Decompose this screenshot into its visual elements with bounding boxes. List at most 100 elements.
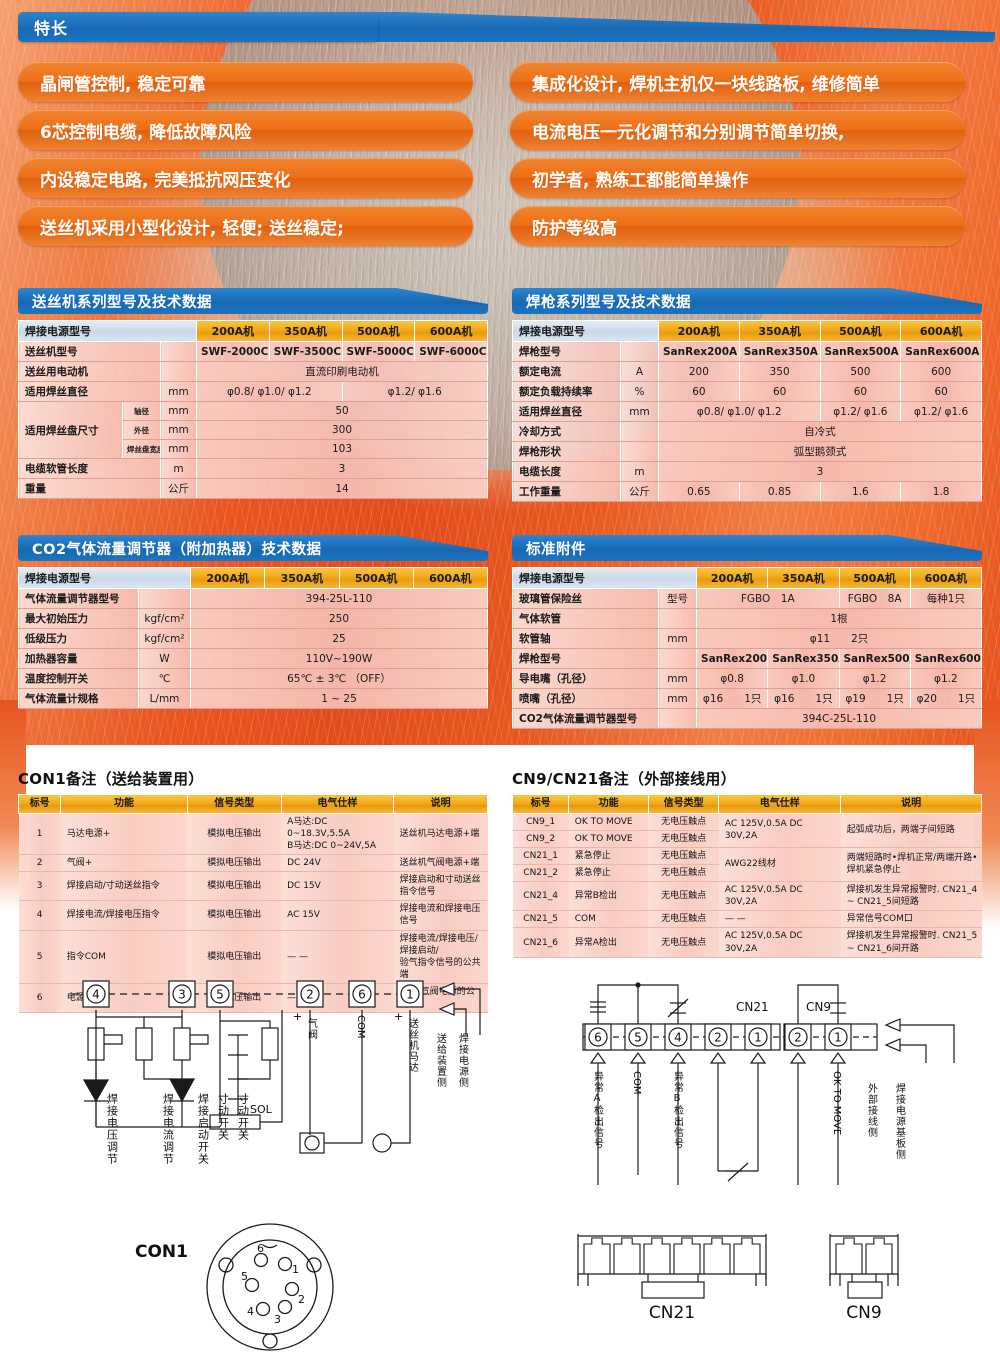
- row-unit: 公斤: [159, 478, 198, 499]
- table-row: 适用焊丝直径 mm φ0.8/ φ1.0/ φ1.2 φ1.2/ φ1.6: [18, 381, 488, 402]
- row-unit: mm: [657, 668, 698, 689]
- con1-wiring-diagram: 4 3 5 2 6 1: [10, 975, 490, 1355]
- row-label: 软管轴: [512, 628, 659, 649]
- remark-function: OK TO MOVE: [568, 829, 649, 848]
- remark-no: 6: [18, 983, 61, 1014]
- row-value-merged: 自冷式: [658, 421, 982, 442]
- table-row: 电缆软管长度 m 3: [18, 458, 488, 479]
- cn-remark-title: CN9/CN21备注（外部接线用）: [512, 770, 737, 788]
- plus-sign-gas: +: [293, 1010, 303, 1023]
- feature-list-left: 晶闸管控制, 稳定可靠 6芯控制电缆, 降低故障风险 内设稳定电路, 完美抵抗网压变…: [18, 62, 473, 254]
- row-unit: kgf/cm²: [138, 608, 191, 629]
- row-value: 1.6: [819, 481, 902, 502]
- row-value: φ16 1只: [767, 688, 840, 709]
- feature-item-right-4: 防护等级高: [510, 206, 965, 246]
- label-weld-start-switch: 焊接启动开关: [196, 1093, 210, 1165]
- svg-text:CN9: CN9: [846, 1303, 881, 1323]
- remark-header-2: 功能: [568, 794, 649, 814]
- remark-spec: A马达:DC 0~18.3V,5.5A B马达:DC 0~24V,5A: [281, 812, 394, 855]
- row-unit: m: [620, 461, 659, 482]
- row-value: 500: [819, 361, 902, 382]
- label-inch-switch-2: 寸动开关: [236, 1093, 250, 1141]
- remark-no: CN21_6: [512, 927, 569, 958]
- label-ok-to-move: OK TO MOVE: [831, 1071, 842, 1136]
- accessory-spec-title: 标准附件: [526, 541, 586, 558]
- row-value: 每种1只: [909, 588, 983, 609]
- remark-description: 起弧成功后，两端子间短路: [840, 812, 982, 848]
- svg-text:4: 4: [674, 1031, 682, 1045]
- co2-spec-block: CO2气体流量调节器（附加热器）技术数据 焊接电源型号 200A机 350A机 500…: [18, 535, 489, 709]
- remark-function: 异常B检出: [568, 881, 649, 912]
- remark-no: CN9_2: [512, 829, 569, 848]
- cn9-connector-svg: CN9: [829, 1234, 899, 1323]
- svg-text:2: 2: [794, 1031, 802, 1045]
- row-value: SanRex500A: [838, 648, 911, 669]
- row-unit: mm: [159, 381, 198, 402]
- table-row: 焊枪型号 SanRex200ASanRex350ASanRex500ASanRex…: [512, 648, 983, 669]
- row-label: 气体流量调节器型号: [18, 588, 139, 609]
- remark-signal-type: 无电压触点: [648, 927, 719, 958]
- row-value: φ1.2: [838, 668, 911, 689]
- accessory-spec-block: 标准附件 焊接电源型号 200A机 350A机 500A机 600A机 玻璃管保险丝 型号 F…: [511, 535, 983, 729]
- svg-text:1: 1: [406, 988, 414, 1002]
- feeder-spec-title: 送丝机系列型号及技术数据: [32, 294, 212, 311]
- accessory-spec-title-bar: 标准附件: [512, 535, 982, 561]
- remark-description: 送丝机气阀电源+端: [393, 853, 488, 873]
- row-value: SanRex500A: [819, 341, 902, 362]
- header-machine-1: 200A机: [658, 320, 740, 342]
- header-machine-2: 350A机: [738, 320, 821, 342]
- remark-function: 电源COM: [60, 983, 188, 1014]
- header-power-model: 焊接电源型号: [17, 320, 198, 342]
- remark-description: 送丝机马达电源+端: [393, 812, 488, 855]
- row-value-merged: 14: [196, 478, 488, 499]
- table-row: 送丝用电动机 直流印刷电动机: [18, 361, 488, 382]
- svg-text:5: 5: [216, 988, 224, 1002]
- svg-text:2: 2: [306, 988, 314, 1002]
- table-row: 冷却方式 自冷式: [512, 421, 982, 442]
- remark-function: 紧急停止: [568, 846, 649, 865]
- feature-item-left-1: 晶闸管控制, 稳定可靠: [18, 62, 473, 102]
- remark-spec: DC 24V: [281, 853, 394, 873]
- feature-item-left-2: 6芯控制电缆, 降低故障风险: [18, 110, 473, 150]
- svg-text:1: 1: [292, 1263, 299, 1276]
- row-label: CO2气体流量调节器型号: [512, 708, 659, 729]
- svg-text:3: 3: [274, 1313, 281, 1326]
- header-machine-2: 350A机: [268, 320, 343, 342]
- remark-signal-type: 无电压触点: [648, 910, 719, 929]
- row-value: φ0.8/ φ1.0/ φ1.2: [196, 381, 343, 402]
- label-power-base-side: 焊接电源基板侧: [893, 1083, 905, 1160]
- con1-wiring-svg: 4 3 5 2 6 1: [72, 980, 481, 1154]
- label-external-wiring-side: 外部接线侧: [865, 1083, 877, 1138]
- row-label: 焊枪型号: [512, 648, 659, 669]
- row-unit: [620, 441, 659, 462]
- remark-header-3: 信号类型: [647, 794, 720, 814]
- table-row: 加热器容量 W 110V~190W: [18, 648, 488, 669]
- svg-text:3: 3: [178, 988, 186, 1002]
- row-label: 适用焊丝盘尺寸: [18, 401, 123, 459]
- row-value: FGBO 1A: [696, 588, 840, 609]
- remark-header-5: 说明: [393, 794, 488, 814]
- row-value: 1.8: [900, 481, 982, 502]
- remark-header-3: 信号类型: [186, 794, 282, 814]
- remark-row: CN21_6 异常A检出 无电压触点 AC 125V,0.5A DC 30V,2A 焊接…: [512, 927, 982, 958]
- table-header-row: 焊接电源型号 200A机 350A机 500A机 600A机: [18, 567, 489, 589]
- remark-function: 焊接启动/寸动送丝指令: [60, 871, 188, 902]
- svg-text:5: 5: [634, 1031, 642, 1045]
- label-weld-voltage-adjust: 焊接电压调节: [105, 1093, 119, 1165]
- feature-section-tab: 特长: [18, 12, 378, 42]
- row-value: SanRex200A: [658, 341, 740, 362]
- svg-text:6: 6: [257, 1242, 264, 1255]
- row-sublabel: 外径: [122, 420, 161, 440]
- remark-no: 4: [18, 900, 61, 931]
- feature-item-left-4: 送丝机采用小型化设计, 轻便; 送丝稳定;: [18, 206, 473, 246]
- feeder-spec-title-bar: 送丝机系列型号及技术数据: [18, 288, 488, 314]
- table-row: 工作重量 公斤 0.65 0.85 1.6 1.8: [512, 481, 982, 502]
- svg-text:2: 2: [714, 1031, 722, 1045]
- row-label: 焊枪形状: [512, 441, 621, 462]
- row-value: 600: [900, 361, 982, 382]
- row-unit: ℃: [138, 668, 191, 689]
- remark-signal-type: 模拟电压输出: [187, 983, 282, 1014]
- row-value: 0.85: [738, 481, 821, 502]
- feeder-table-host-table: 焊接电源型号 200A机 350A机 500A机 600A机 送丝机型号 SWF-2000C…: [17, 320, 488, 499]
- label-sol: SOL: [250, 1103, 272, 1116]
